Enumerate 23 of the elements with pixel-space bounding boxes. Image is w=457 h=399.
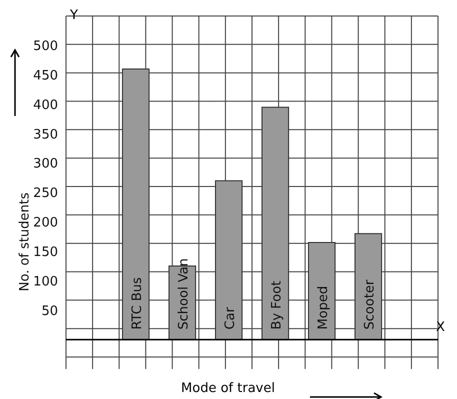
- y-tick-label: 500: [33, 39, 58, 54]
- bar: [354, 233, 382, 340]
- x-tick-label: By Foot: [269, 280, 284, 330]
- bar: [215, 180, 243, 340]
- y-axis-title: No. of students: [18, 192, 33, 292]
- bar: [308, 242, 336, 340]
- x-tick-label: Moped: [316, 286, 331, 330]
- x-tick-label: Scooter: [362, 279, 378, 330]
- y-tick-label: 250: [33, 186, 58, 202]
- x-tick-label: Car: [222, 306, 238, 330]
- y-tick-label: 150: [33, 244, 58, 260]
- y-tick-label: 100: [33, 274, 58, 290]
- y-tick-label: 400: [33, 98, 58, 113]
- bar: [122, 68, 150, 340]
- x-axis-title: Mode of travel: [180, 381, 276, 396]
- y-tick-label: 300: [33, 156, 58, 172]
- y-tick-label: 350: [33, 127, 58, 142]
- bar: [262, 106, 290, 340]
- y-tick-label: 200: [33, 216, 58, 231]
- x-tick-label: School Van: [176, 258, 192, 330]
- x-tick-label: RTC Bus: [130, 276, 145, 330]
- y-tick-label: 50: [41, 304, 58, 319]
- y-tick-label: 450: [33, 68, 58, 84]
